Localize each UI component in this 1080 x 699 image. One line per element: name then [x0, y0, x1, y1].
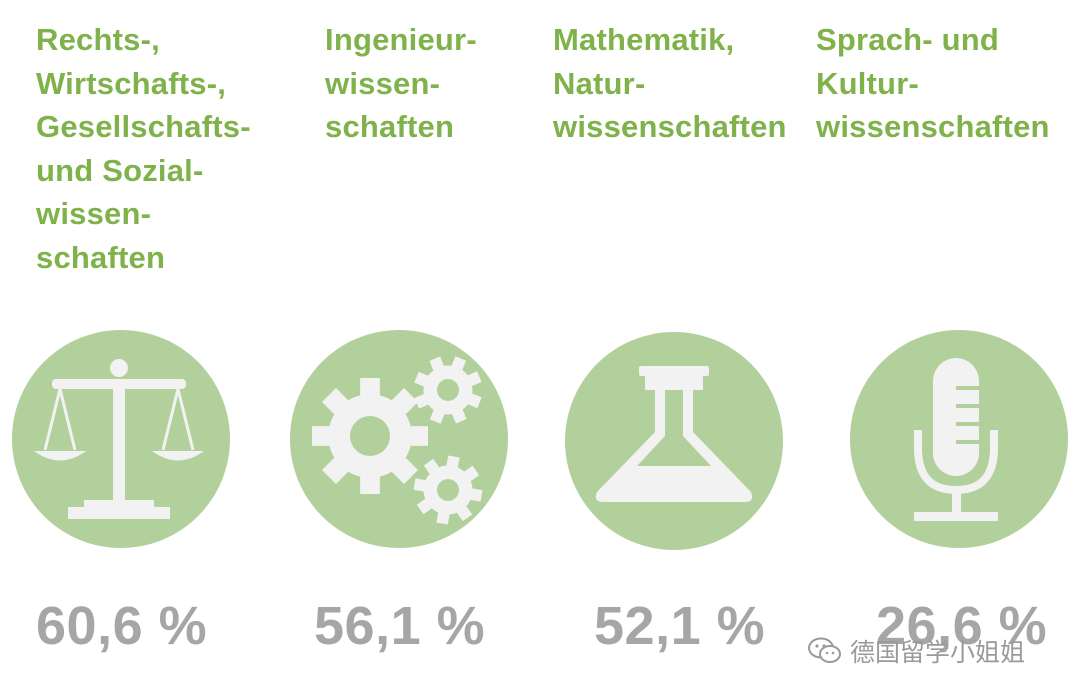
category-title: Ingenieur- wissen- schaften — [325, 18, 477, 149]
icon-circle — [850, 330, 1068, 548]
title-line: Natur- — [553, 65, 646, 101]
percentage-value: 26,6 % — [876, 596, 1048, 656]
percentage-value: 56,1 % — [314, 596, 486, 656]
percentage-value: 60,6 % — [36, 596, 208, 656]
gears-icon — [312, 345, 493, 530]
scales-icon — [34, 359, 204, 519]
icon-circle — [12, 330, 230, 548]
title-line: Wirtschafts-, — [36, 65, 227, 101]
title-line: Mathematik, — [553, 22, 735, 57]
wechat-icon — [808, 637, 842, 665]
percentage-value: 52,1 % — [594, 596, 766, 656]
title-line: schaften — [36, 239, 166, 275]
category-title: Sprach- und Kultur- wissenschaften — [816, 18, 1050, 149]
title-line: Sprach- und — [816, 22, 1000, 57]
title-line: wissen- — [36, 196, 152, 231]
category-title: Rechts-, Wirtschafts-, Gesellschafts- un… — [36, 18, 251, 279]
title-line: Kultur- — [816, 65, 919, 101]
watermark-text: 德国留学小姐姐 — [850, 638, 1026, 667]
title-line: Ingenieur- — [325, 22, 477, 57]
title-line: Gesellschafts- — [36, 109, 251, 144]
title-line: wissenschaften — [816, 109, 1050, 144]
title-line: Rechts-, — [36, 22, 160, 57]
icon-circle — [565, 332, 783, 550]
flask-icon — [595, 366, 753, 502]
title-line: schaften — [325, 109, 455, 144]
title-line: und Sozial- — [36, 152, 204, 188]
icon-circle — [290, 330, 508, 548]
category-title: Mathematik, Natur- wissenschaften — [553, 18, 787, 149]
title-line: wissen- — [325, 65, 441, 101]
watermark: 德国留学小姐姐 — [808, 634, 1025, 668]
microphone-icon — [914, 358, 998, 521]
title-line: wissenschaften — [553, 109, 787, 144]
